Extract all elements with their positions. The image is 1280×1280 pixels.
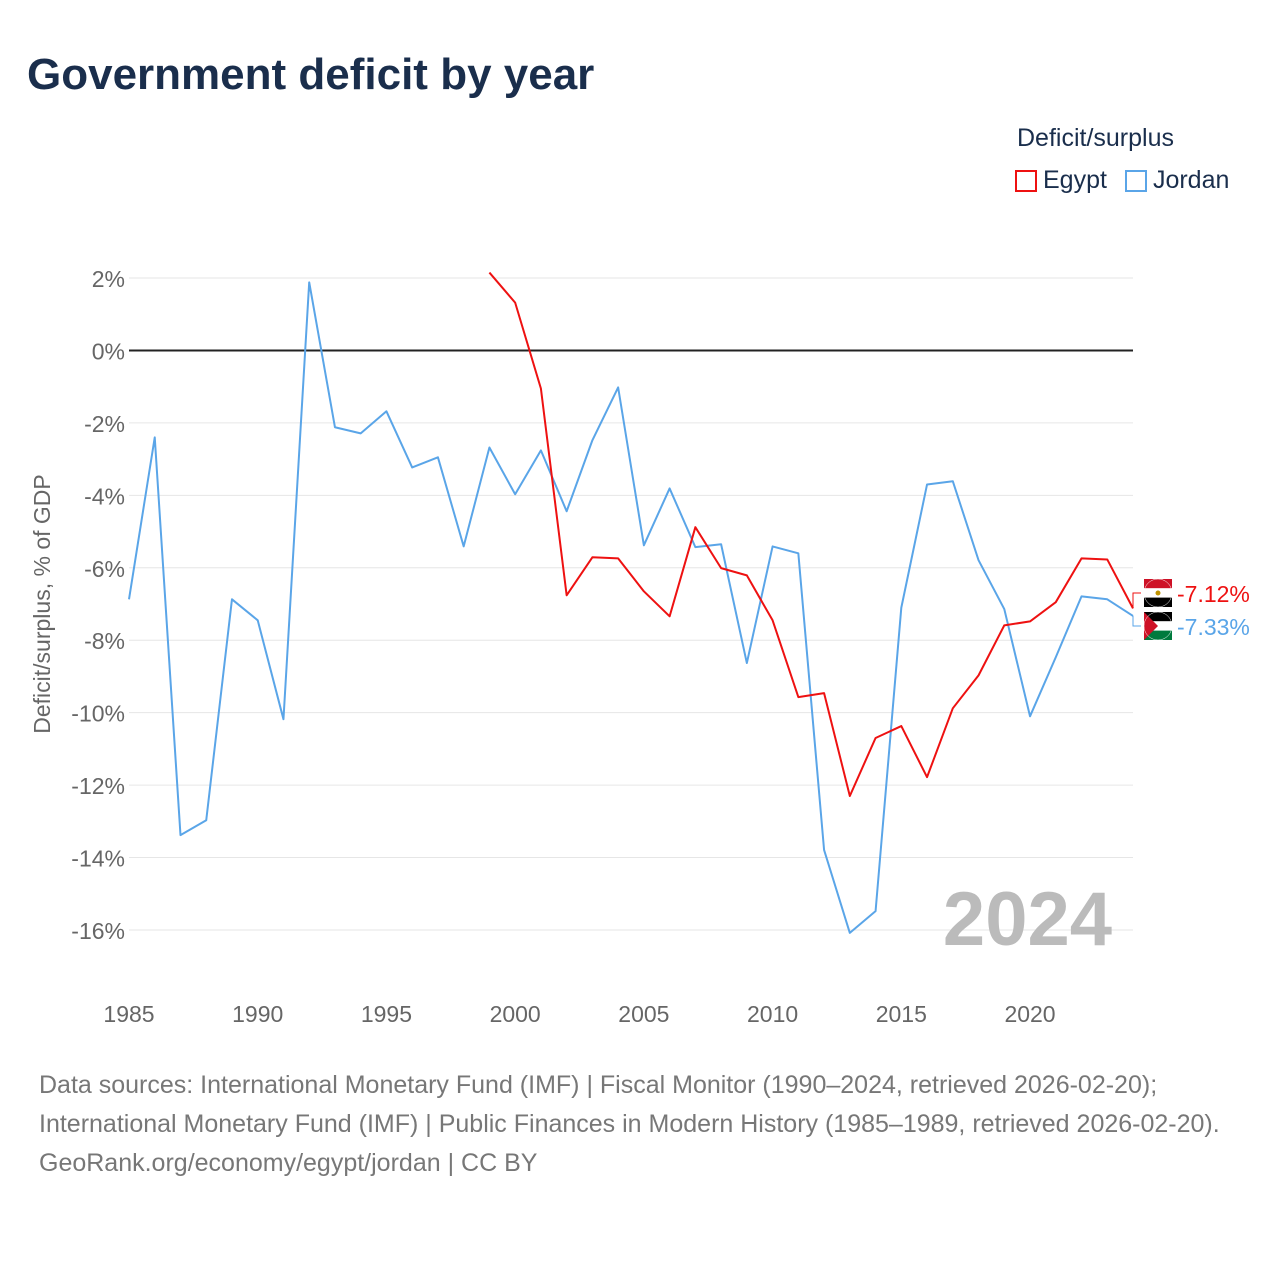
y-tick-label: -10% <box>71 701 125 727</box>
y-tick-label: -8% <box>84 628 125 654</box>
x-tick-label: 2015 <box>876 1001 927 1027</box>
flag-jordan-green <box>1144 630 1172 640</box>
legend-item-jordan[interactable]: Jordan <box>1124 166 1230 195</box>
x-tick-label: 2020 <box>1004 1001 1055 1027</box>
flag-egypt-icon <box>1143 578 1173 608</box>
plot-area: 2% 0% -2% -4% -6% -8% -10% -12% -14% -16% 1985 1990… <box>29 266 1250 1027</box>
y-tick-label: -16% <box>71 918 125 944</box>
legend-label-jordan: Jordan <box>1152 166 1230 194</box>
flag-jordan-white <box>1144 621 1172 631</box>
legend-label-egypt: Egypt <box>1043 166 1107 194</box>
x-tick-label: 1990 <box>232 1001 283 1027</box>
flag-jordan-icon <box>1143 611 1173 641</box>
y-tick-label: -2% <box>84 411 125 437</box>
y-tick-label: 0% <box>92 338 125 364</box>
data-sources: Data sources: International Monetary Fun… <box>39 1071 1220 1138</box>
legend-swatch-jordan <box>1124 169 1147 192</box>
y-tick-label: -14% <box>71 846 125 872</box>
legend-title: Deficit/surplus <box>1017 124 1174 152</box>
x-tick-label: 1995 <box>361 1001 412 1027</box>
y-tick-label: -4% <box>84 483 125 509</box>
flag-egypt-eagle-icon <box>1155 590 1161 596</box>
footer: Data sources: International Monetary Fun… <box>39 1066 1239 1183</box>
x-tick-label: 2010 <box>747 1001 798 1027</box>
flag-egypt-red <box>1144 579 1172 589</box>
flag-jordan-triangle <box>1144 612 1158 640</box>
series-line-jordan <box>128 281 1134 934</box>
series-line-egypt <box>488 271 1134 797</box>
end-value-label-egypt: -7.12% <box>1177 581 1250 607</box>
flag-egypt-black <box>1144 597 1172 607</box>
chart-title: Government deficit by year <box>27 50 595 99</box>
flag-jordan-black <box>1144 612 1172 622</box>
legend-swatch-egypt <box>1015 169 1037 192</box>
end-label-connector <box>1132 615 1141 627</box>
end-label-connector <box>1132 592 1141 609</box>
legend-item-egypt[interactable]: Egypt <box>1015 166 1107 195</box>
y-tick-label: -6% <box>84 556 125 582</box>
y-tick-label: 2% <box>92 266 125 292</box>
end-value-label-jordan: -7.33% <box>1177 614 1250 640</box>
year-watermark: 2024 <box>943 877 1112 962</box>
y-axis-title: Deficit/surplus, % of GDP <box>29 474 55 733</box>
credit-link[interactable]: GeoRank.org/economy/egypt/jordan | CC BY <box>39 1149 538 1177</box>
x-tick-label: 2000 <box>490 1001 541 1027</box>
x-tick-label: 2005 <box>618 1001 669 1027</box>
x-tick-label: 1985 <box>103 1001 154 1027</box>
y-tick-label: -12% <box>71 773 125 799</box>
legend: Egypt Jordan <box>1015 166 1229 195</box>
